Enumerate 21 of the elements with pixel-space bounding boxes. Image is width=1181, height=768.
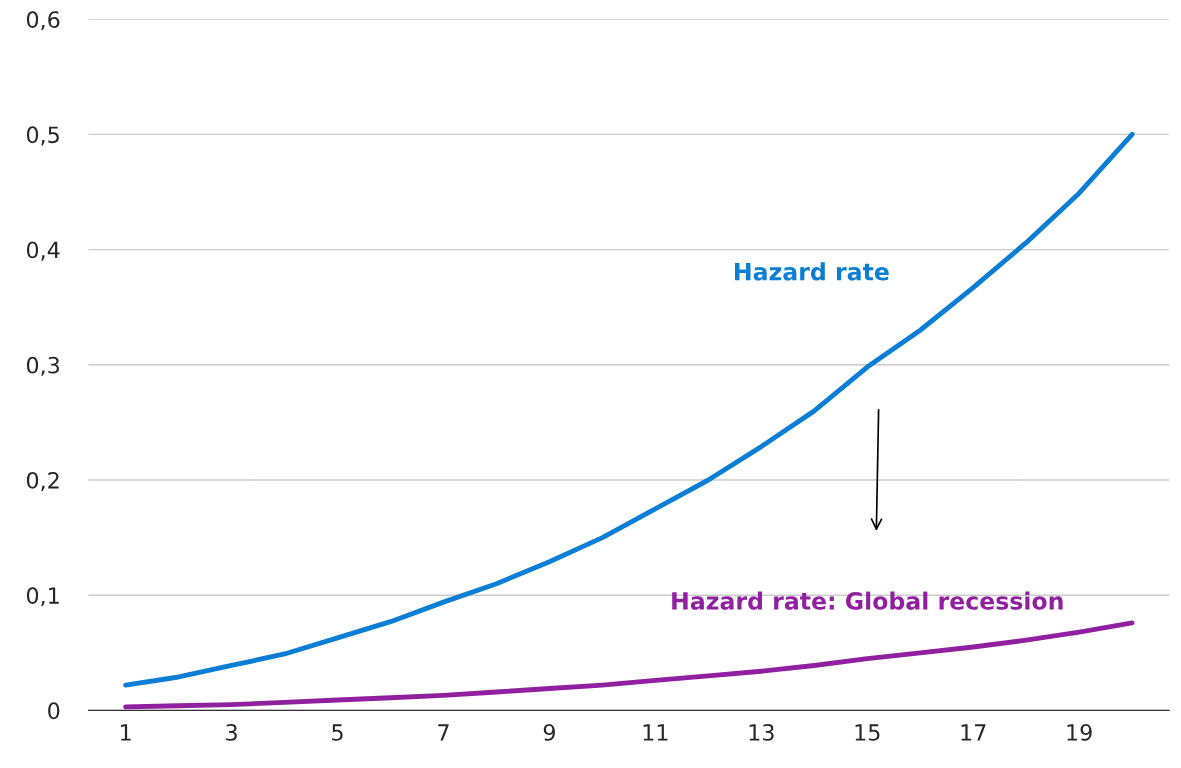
y-tick-label: 0,6 <box>26 11 60 31</box>
text: Hazard rate <box>735 262 889 281</box>
line-series <box>123 131 1135 688</box>
y-tick-label: 0,5 <box>26 126 59 146</box>
x-tick-label: 15 <box>855 724 880 741</box>
y-tick-label: 0 <box>48 702 60 720</box>
series-label: Hazard rate: Global recession <box>672 591 1063 610</box>
x-tick-label: 1 <box>121 724 131 741</box>
x-tick-label: 13 <box>749 723 774 741</box>
y-tick-label: 0,4 <box>26 241 60 261</box>
x-tick-label: 7 <box>438 724 449 741</box>
x-tick-label: 11 <box>643 724 668 741</box>
y-tick-label: 0,3 <box>26 356 60 376</box>
y-tick-label: 0,1 <box>26 587 59 607</box>
x-tick-label: 17 <box>961 724 986 741</box>
x-tick-label: 3 <box>226 723 237 741</box>
y-tick-label: 0,2 <box>26 471 59 492</box>
line-series <box>123 620 1135 710</box>
x-tick-label: 5 <box>332 724 343 741</box>
x-tick-label: 19 <box>1067 723 1092 741</box>
x-tick-label: 9 <box>543 723 555 741</box>
